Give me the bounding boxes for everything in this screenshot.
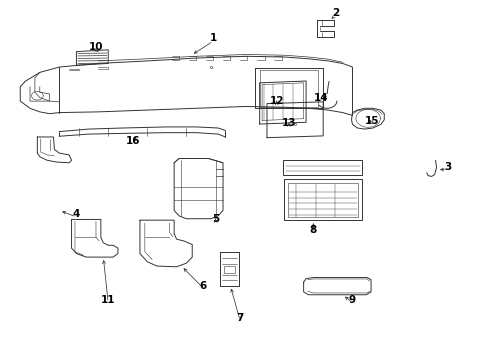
Text: 1: 1 <box>210 33 217 43</box>
Bar <box>283 159 362 175</box>
Text: 8: 8 <box>310 225 317 235</box>
Text: 12: 12 <box>270 96 284 106</box>
Text: 7: 7 <box>237 313 244 323</box>
Text: 10: 10 <box>89 42 103 52</box>
Text: 14: 14 <box>314 93 328 103</box>
Text: 2: 2 <box>332 8 339 18</box>
Text: 6: 6 <box>200 281 207 291</box>
Text: 15: 15 <box>365 116 379 126</box>
Text: 11: 11 <box>101 295 116 305</box>
Bar <box>284 179 362 220</box>
Text: 5: 5 <box>212 215 220 224</box>
Text: 9: 9 <box>349 295 356 305</box>
Text: 16: 16 <box>125 136 140 145</box>
Text: 13: 13 <box>282 118 296 128</box>
Bar <box>223 266 235 273</box>
Text: 3: 3 <box>444 162 451 172</box>
Text: 4: 4 <box>73 209 80 219</box>
Bar <box>288 183 358 217</box>
